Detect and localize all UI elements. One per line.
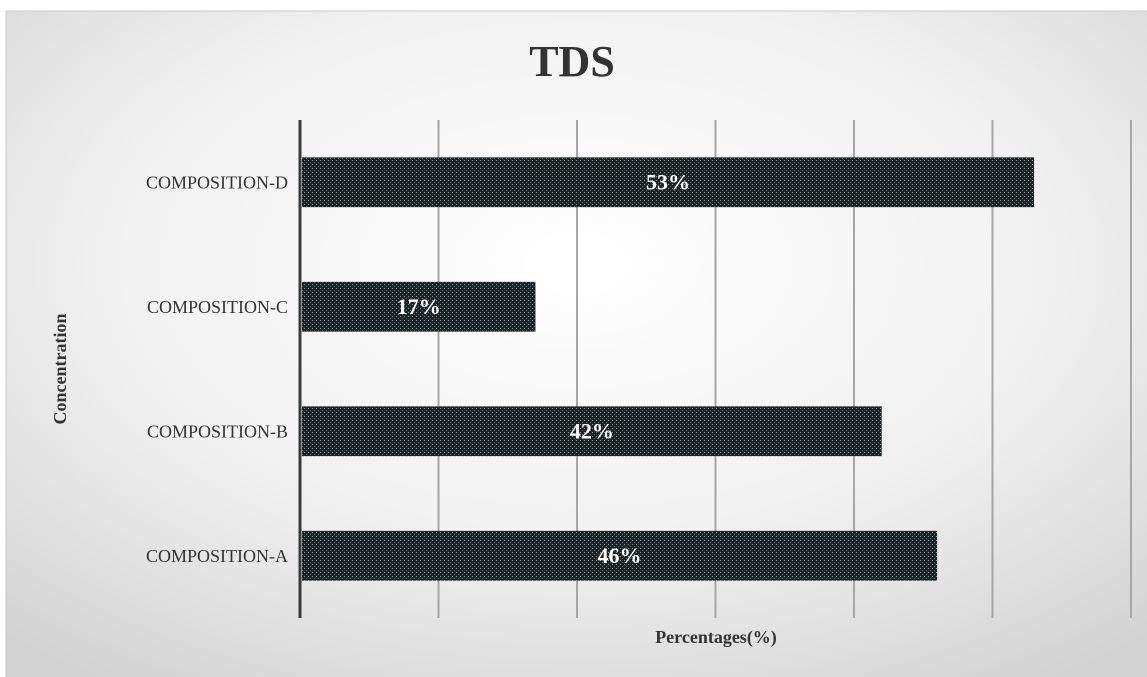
category-labels: COMPOSITION-A COMPOSITION-B COMPOSITION-C C… [146, 172, 288, 566]
category-label: COMPOSITION-A [146, 546, 288, 566]
data-labels: 46% 42% 17% 53% [397, 169, 690, 568]
data-label: 46% [598, 543, 642, 568]
chart-title: TDS [529, 37, 615, 86]
bar-composition-b [302, 406, 882, 457]
category-label: COMPOSITION-D [146, 172, 288, 192]
y-axis-title: Concentration [50, 314, 70, 425]
data-label: 42% [570, 418, 614, 443]
x-axis-title: Percentages(%) [655, 627, 777, 648]
data-label: 53% [646, 169, 690, 194]
bar-composition-a [302, 530, 938, 581]
data-label: 17% [397, 294, 441, 319]
bars [302, 157, 1035, 581]
category-label: COMPOSITION-B [147, 421, 288, 441]
bar-composition-d [302, 157, 1035, 208]
bar-composition-c [302, 281, 536, 332]
category-label: COMPOSITION-C [147, 297, 288, 317]
